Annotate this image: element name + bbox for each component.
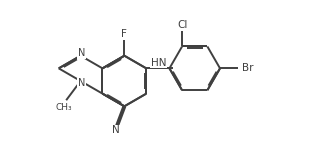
Text: Cl: Cl <box>177 20 187 30</box>
Text: Br: Br <box>242 63 254 73</box>
Text: N: N <box>78 78 85 88</box>
Text: HN: HN <box>151 58 166 68</box>
Text: N: N <box>78 48 85 58</box>
Text: F: F <box>122 29 127 39</box>
Text: N: N <box>112 125 120 135</box>
Text: CH₃: CH₃ <box>56 103 73 112</box>
